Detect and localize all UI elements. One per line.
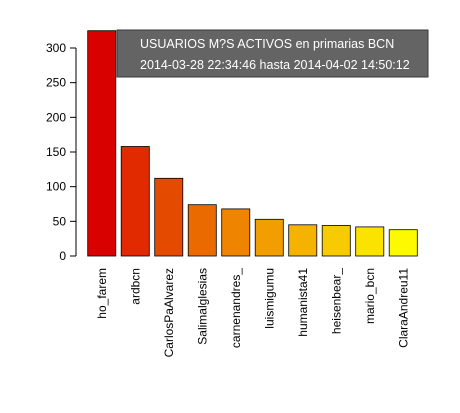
x-axis-labels: ho_farem ardbcn CarlosPaAlvarez Salimalgles… — [95, 268, 410, 358]
bar-ho_farem — [87, 30, 117, 257]
x-tick-label: luismigumu — [262, 268, 276, 329]
y-tick-label: 250 — [46, 76, 66, 90]
x-tick-label: ho_farem — [95, 268, 109, 319]
x-tick-label: mario_bcn — [363, 268, 377, 324]
bar-humanista41 — [288, 224, 318, 257]
y-tick-label: 200 — [46, 110, 66, 124]
x-tick-label: heisenbear_ — [329, 268, 343, 334]
x-tick-label: ClaraAndreu11 — [396, 268, 410, 348]
bar-ClaraAndreu11 — [388, 229, 418, 257]
x-tick-label: carnenandres_ — [229, 268, 243, 348]
bar-ardbcn — [120, 146, 150, 257]
x-tick-label: ardbcn — [128, 268, 142, 305]
y-tick-label: 150 — [46, 145, 66, 159]
legend-line-daterange: 2014-03-28 22:34:46 hasta 2014-04-02 14:… — [140, 58, 410, 72]
legend: USUARIOS M?S ACTIVOS en primarias BCN 20… — [116, 29, 429, 78]
bar-Salimalglesias — [187, 204, 217, 257]
bar-mario_bcn — [355, 226, 385, 257]
legend-box — [116, 29, 429, 78]
bar-heisenbear_ — [321, 225, 351, 257]
y-tick-label: 50 — [53, 214, 67, 228]
x-tick-label: humanista41 — [296, 268, 310, 337]
x-tick-label: Salimalglesias — [195, 268, 209, 345]
bar-luismigumu — [254, 218, 284, 257]
bars-group — [87, 30, 418, 257]
y-tick-label: 0 — [59, 249, 66, 263]
bar-carnenandres_ — [221, 208, 251, 257]
legend-line-title: USUARIOS M?S ACTIVOS en primarias BCN — [140, 37, 394, 51]
bar-CarlosPaAlvarez — [154, 177, 184, 257]
x-tick-label: CarlosPaAlvarez — [162, 268, 176, 357]
y-tick-label: 100 — [46, 180, 66, 194]
y-tick-label: 300 — [46, 41, 66, 55]
y-axis: 0 50 100 150 200 250 300 — [46, 41, 77, 263]
